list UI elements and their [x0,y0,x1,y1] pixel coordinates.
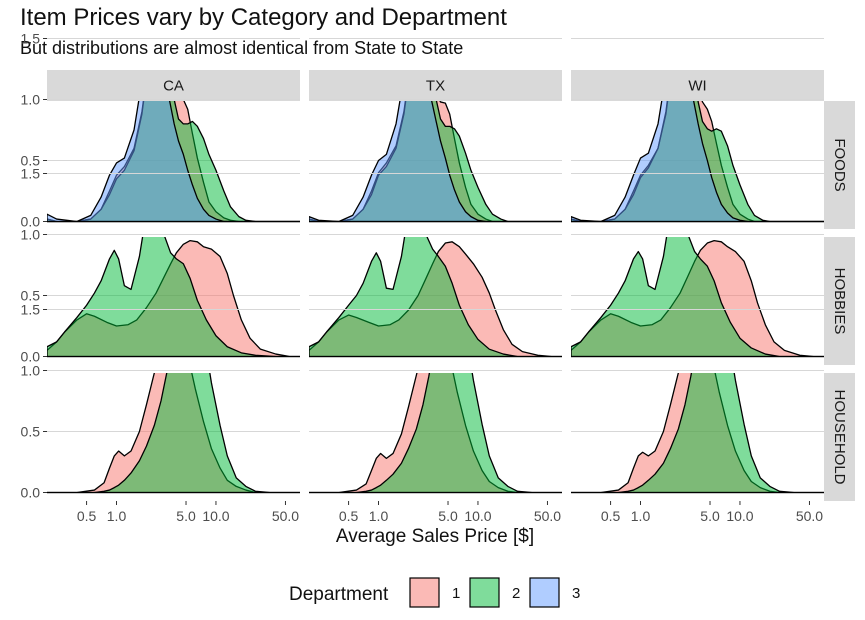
facet-label-hobbies: HOBBIES [831,268,848,335]
legend-label-dept-1: 1 [452,585,460,602]
legend-key-dept-3 [529,577,560,608]
facet-strip-hobbies [824,237,855,365]
x-tick-label: 50.0 [796,508,823,524]
y-tick-label: 0.5 [21,288,41,304]
legend: Department 1 2 3 [289,577,580,608]
x-tick-label: 5.0 [176,508,196,524]
y-tick-label: 1.0 [21,92,41,108]
panel-ca-foods [47,38,300,229]
x-tick-label: 0.5 [77,508,97,524]
chart-subtitle: But distributions are almost identical f… [20,38,464,58]
density-dept-3 [309,101,562,223]
panel-wi-hobbies [571,173,824,365]
panel-wi-foods [571,38,824,229]
x-tick-label: 1.0 [631,508,651,524]
density-dept-2 [47,237,300,358]
legend-label-dept-2: 2 [512,585,520,602]
legend-title: Department [289,584,389,605]
facet-label-tx: TX [426,78,445,95]
y-tick-label: 1.5 [21,302,41,318]
density-dept-3 [47,101,300,223]
y-tick-label: 0.0 [21,485,41,501]
x-tick-label: 10.0 [202,508,229,524]
density-dept-2 [571,237,824,358]
facet-strip-foods [824,101,855,229]
chart-title: Item Prices vary by Category and Departm… [20,4,507,31]
x-tick-label: 10.0 [464,508,491,524]
x-tick-label: 50.0 [272,508,299,524]
x-tick-label: 10.0 [726,508,753,524]
x-tick-label: 0.5 [339,508,359,524]
legend-key-dept-1 [409,577,440,608]
facet-label-foods: FOODS [831,138,848,191]
x-tick-label: 1.0 [107,508,127,524]
facet-label-wi: WI [688,78,706,95]
x-tick-label: 1.0 [369,508,389,524]
panel-tx-household [309,309,562,501]
facet-label-household: HOUSEHOLD [831,389,848,484]
x-tick-label: 5.0 [700,508,720,524]
density-dept-2 [309,237,562,358]
panel-wi-household [571,309,824,501]
facet-strip-wi [571,70,824,101]
x-tick-label: 0.5 [601,508,621,524]
x-tick-label: 50.0 [534,508,561,524]
facet-strip-tx [309,70,562,101]
x-axis-title: Average Sales Price [$] [336,526,534,547]
panel-ca-hobbies [47,173,300,365]
y-tick-label: 0.0 [21,214,41,230]
y-tick-label: 1.0 [21,363,41,379]
y-tick-label: 1.0 [21,227,41,243]
y-tick-label: 1.5 [21,31,41,47]
legend-label-dept-3: 3 [572,585,580,602]
density-dept-2 [47,373,300,494]
y-tick-label: 0.5 [21,424,41,440]
facet-strip-household [824,373,855,501]
y-tick-label: 0.5 [21,153,41,169]
density-dept-3 [571,101,824,223]
facet-label-ca: CA [163,78,184,95]
facet-strip-ca [47,70,300,101]
y-tick-label: 1.5 [21,166,41,182]
x-tick-label: 5.0 [438,508,458,524]
panel-tx-foods [309,38,562,229]
density-dept-2 [571,373,824,494]
legend-key-dept-2 [469,577,500,608]
density-dept-2 [309,373,562,494]
panel-ca-household [47,309,300,501]
panel-tx-hobbies [309,173,562,365]
y-tick-label: 0.0 [21,349,41,365]
